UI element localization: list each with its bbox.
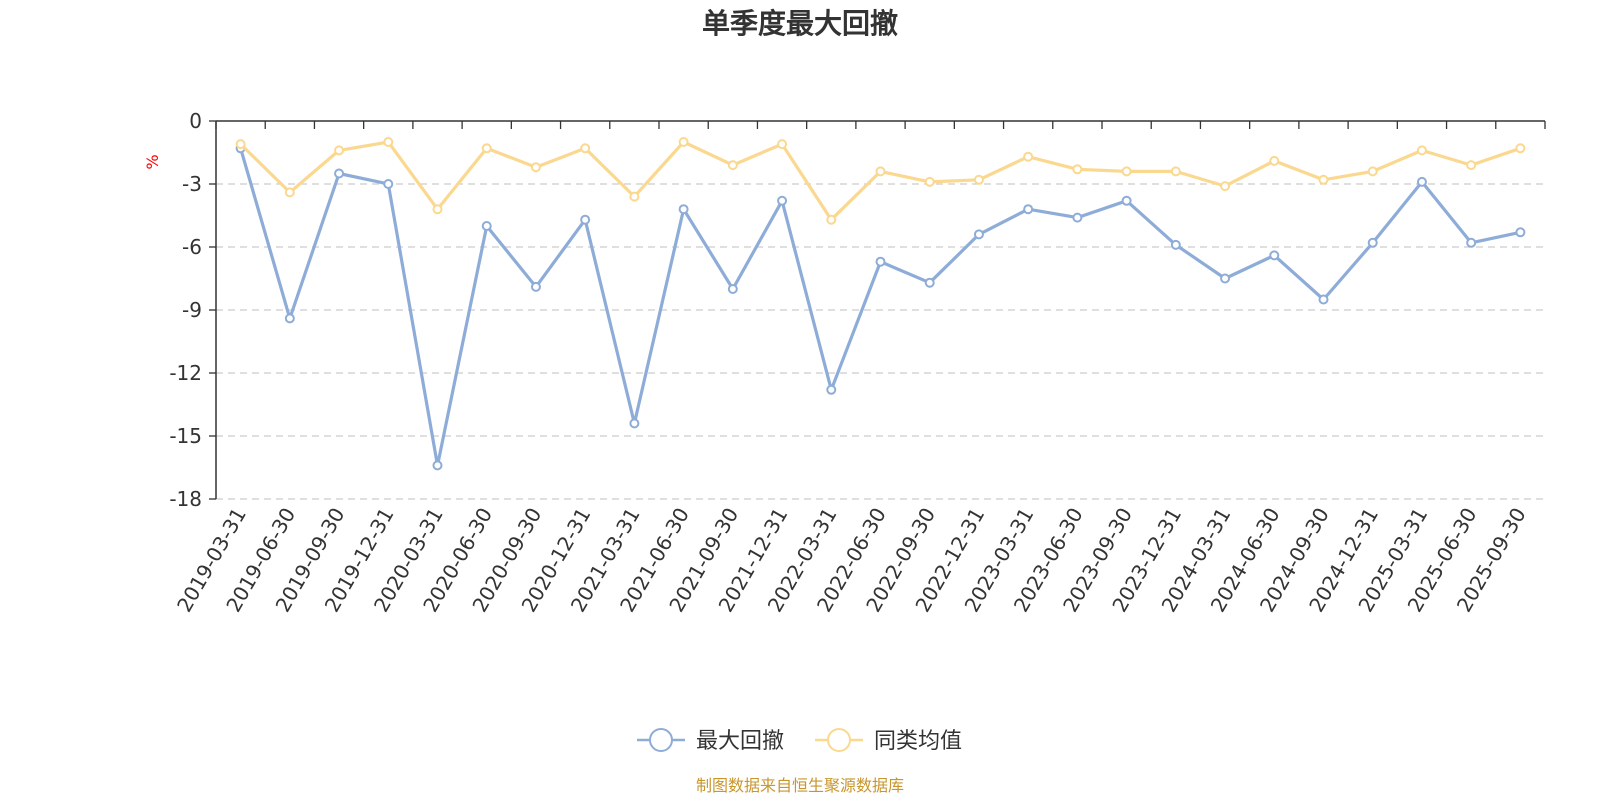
series-0 [235,143,1526,471]
data-point [284,187,295,198]
data-point [1466,237,1477,248]
data-point [875,166,886,177]
data-point [1072,164,1083,175]
y-tick-label: -15 [169,424,202,448]
y-tick-label: -18 [169,487,202,511]
data-point [481,221,492,231]
data-point [580,143,591,154]
data-point [235,139,246,150]
y-tick-label: -6 [182,235,202,259]
data-point [284,313,295,324]
data-point [530,281,541,292]
data-point [678,204,689,215]
data-point [1170,166,1181,177]
data-point [1466,160,1477,171]
data-point [678,137,689,147]
data-point [481,143,492,154]
data-point [826,214,837,225]
y-tick-label: -12 [169,361,202,385]
data-point [826,384,837,395]
data-point [580,214,591,225]
data-point [1416,145,1427,156]
data-point [334,168,345,179]
data-point [1121,166,1132,177]
data-point [629,191,640,202]
data-point [1170,239,1181,250]
series-lines [235,137,1526,471]
data-point [1023,151,1034,162]
legend-label: 同类均值 [874,729,962,754]
data-point [924,176,935,187]
data-point [1023,204,1034,215]
data-point [334,145,345,156]
data-point [530,162,541,173]
data-point [432,460,443,471]
data-point [1515,227,1526,238]
data-point [432,204,443,215]
y-axis-unit: % [143,154,162,169]
data-point [1269,155,1280,166]
legend-item-0[interactable]: 最大回撤 [637,728,784,754]
source-note: 制图数据来自恒生聚源数据库 [696,776,904,795]
data-point [727,160,738,171]
data-point [1416,176,1427,187]
data-point [1121,195,1132,206]
legend-label: 最大回撤 [696,729,784,754]
data-point [1515,143,1526,154]
data-point [383,137,394,147]
data-point [875,256,886,267]
y-tick-label: -9 [182,298,202,322]
series-1 [235,137,1526,225]
data-point [1220,181,1231,192]
legend[interactable]: 最大回撤 同类均值 [637,728,962,754]
axes: 0-3-6-9-12-15-182019-03-312019-06-302019… [169,109,1546,616]
data-point [973,229,984,240]
data-point [1072,212,1083,223]
data-point [1367,237,1378,248]
legend-swatch-marker [827,728,851,752]
data-point [973,174,984,185]
chart-title: 单季度最大回撤 [702,7,898,40]
data-point [1220,273,1231,284]
data-point [1269,250,1280,261]
data-point [1367,166,1378,177]
data-point [727,284,738,294]
data-point [924,277,935,288]
legend-item-1[interactable]: 同类均值 [815,728,962,754]
data-point [629,418,640,429]
series-line [239,140,1521,222]
data-point [1318,294,1329,305]
data-point [383,179,394,189]
data-point [777,139,788,150]
data-point [1318,174,1329,185]
data-point [777,195,788,206]
legend-swatch-marker [649,728,673,752]
series-line [239,147,1521,467]
y-tick-label: 0 [189,109,202,133]
y-tick-label: -3 [182,172,202,196]
